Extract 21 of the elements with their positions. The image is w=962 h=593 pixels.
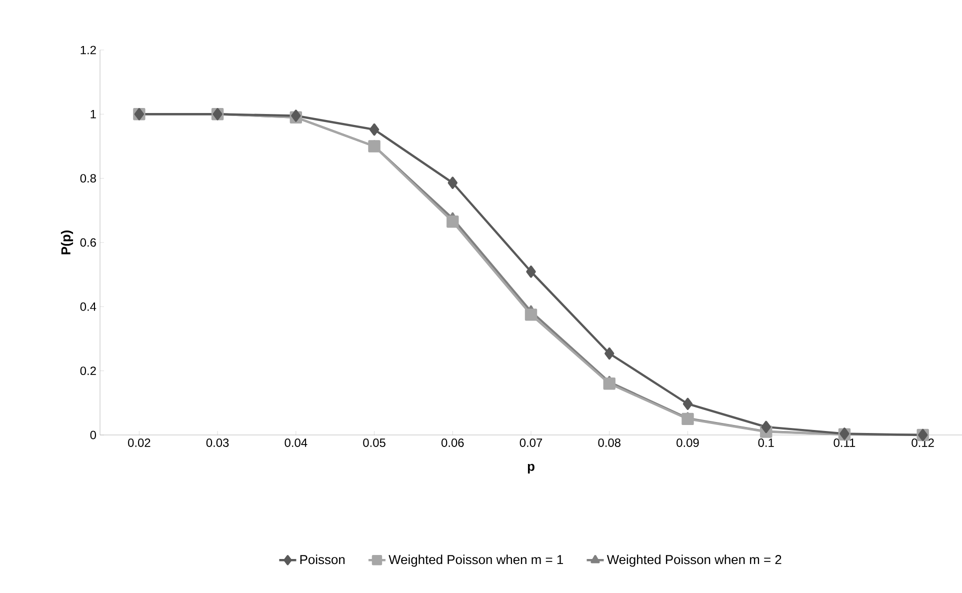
y-axis-title: P(p) bbox=[60, 230, 74, 254]
y-tick-label: 0.6 bbox=[80, 238, 96, 247]
legend-label: Weighted Poisson when m = 1 bbox=[388, 554, 563, 567]
x-tick-label: 0.08 bbox=[598, 438, 620, 447]
y-tick-label: 1.2 bbox=[80, 46, 96, 54]
y-tick-label: 0.8 bbox=[80, 174, 96, 183]
x-tick-label: 0.09 bbox=[676, 438, 699, 447]
y-tick-label: 0 bbox=[90, 430, 96, 440]
x-tick-label: 0.07 bbox=[520, 438, 542, 447]
x-tick-label: 0.05 bbox=[363, 438, 386, 447]
y-tick-label: 0.4 bbox=[80, 302, 96, 311]
x-axis-title: p bbox=[528, 464, 534, 474]
x-tick-label: 0.04 bbox=[284, 438, 308, 447]
x-tick-label: 0.1 bbox=[758, 438, 774, 447]
legend-label: Weighted Poisson when m = 2 bbox=[606, 554, 782, 567]
y-tick-label: 1 bbox=[90, 110, 96, 118]
x-tick-label: 0.02 bbox=[128, 438, 150, 447]
x-tick-label: 0.03 bbox=[206, 438, 229, 447]
x-tick-label: 0.06 bbox=[441, 438, 464, 447]
legend-label: Poisson bbox=[300, 554, 345, 564]
y-tick-label: 0.2 bbox=[80, 366, 96, 376]
